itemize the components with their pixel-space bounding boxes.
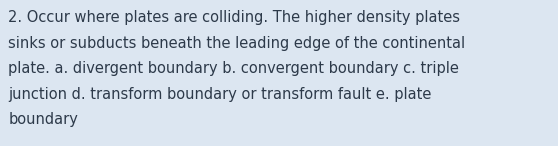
Text: junction d. transform boundary or transform fault e. plate: junction d. transform boundary or transf… [8,87,432,102]
Text: boundary: boundary [8,112,78,127]
Text: plate. a. divergent boundary b. convergent boundary c. triple: plate. a. divergent boundary b. converge… [8,61,459,76]
Text: 2. Occur where plates are colliding. The higher density plates: 2. Occur where plates are colliding. The… [8,10,460,25]
Text: sinks or subducts beneath the leading edge of the continental: sinks or subducts beneath the leading ed… [8,36,465,51]
